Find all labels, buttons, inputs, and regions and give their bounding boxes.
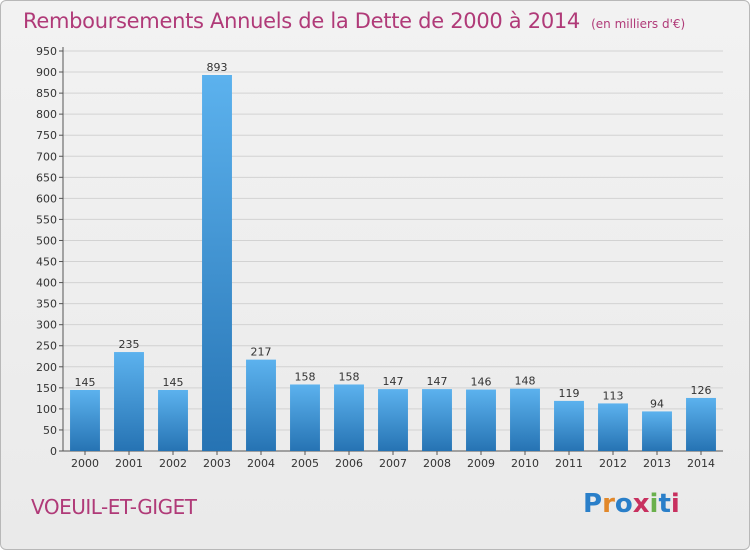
y-tick-label: 500 [36, 234, 57, 247]
logo-letter: i [649, 489, 659, 519]
x-tick-label: 2008 [423, 457, 451, 470]
logo-letter: x [632, 489, 650, 519]
proxiti-logo: Proxiti [583, 489, 680, 519]
y-tick-label: 450 [36, 256, 57, 269]
data-label: 113 [603, 389, 624, 402]
data-label: 126 [691, 384, 712, 397]
y-tick-label: 0 [50, 445, 57, 458]
bar [246, 359, 276, 451]
data-label: 158 [295, 370, 316, 383]
logo-letter: P [583, 489, 603, 519]
x-tick-label: 2013 [643, 457, 671, 470]
y-tick-label: 250 [36, 340, 57, 353]
x-tick-label: 2011 [555, 457, 583, 470]
bar [422, 389, 452, 451]
y-tick-label: 600 [36, 192, 57, 205]
logo-letter: o [614, 489, 633, 519]
y-tick-label: 100 [36, 403, 57, 416]
x-tick-label: 2004 [247, 457, 275, 470]
y-tick-label: 750 [36, 129, 57, 142]
data-label: 217 [251, 346, 272, 359]
bar [554, 400, 584, 451]
x-tick-label: 2000 [71, 457, 99, 470]
data-label: 148 [515, 375, 536, 388]
title-row: Remboursements Annuels de la Dette de 20… [23, 9, 685, 33]
data-label: 145 [163, 376, 184, 389]
x-tick-label: 2006 [335, 457, 363, 470]
bar [686, 397, 716, 451]
x-tick-label: 2007 [379, 457, 407, 470]
x-tick-label: 2005 [291, 457, 319, 470]
bar [158, 389, 188, 451]
bar [642, 411, 672, 451]
data-label: 158 [339, 370, 360, 383]
x-tick-label: 2014 [687, 457, 715, 470]
bar [510, 388, 540, 451]
logo-letter: t [658, 489, 671, 519]
x-tick-label: 2002 [159, 457, 187, 470]
y-tick-label: 950 [36, 45, 57, 58]
data-label: 147 [383, 375, 404, 388]
data-label: 147 [427, 375, 448, 388]
y-tick-label: 150 [36, 382, 57, 395]
y-tick-label: 200 [36, 361, 57, 374]
logo-letter: i [670, 489, 680, 519]
place-name: VOEUIL-ET-GIGET [31, 495, 197, 519]
bar [202, 75, 232, 451]
y-tick-label: 50 [43, 424, 57, 437]
bar [290, 384, 320, 451]
y-tick-label: 900 [36, 66, 57, 79]
bar [598, 403, 628, 451]
x-tick-label: 2010 [511, 457, 539, 470]
bar [466, 389, 496, 451]
bar [334, 384, 364, 451]
data-label: 145 [75, 376, 96, 389]
y-tick-label: 550 [36, 213, 57, 226]
data-label: 146 [471, 376, 492, 389]
data-label: 94 [650, 397, 664, 410]
data-label: 893 [207, 61, 228, 74]
chart-title: Remboursements Annuels de la Dette de 20… [23, 9, 580, 33]
x-tick-label: 2001 [115, 457, 143, 470]
y-tick-label: 800 [36, 108, 57, 121]
y-tick-label: 850 [36, 87, 57, 100]
bar [114, 352, 144, 451]
x-tick-label: 2009 [467, 457, 495, 470]
y-tick-label: 650 [36, 171, 57, 184]
y-tick-label: 350 [36, 298, 57, 311]
y-tick-label: 400 [36, 277, 57, 290]
data-label: 235 [119, 338, 140, 351]
x-tick-label: 2012 [599, 457, 627, 470]
bar [70, 389, 100, 451]
x-tick-label: 2003 [203, 457, 231, 470]
chart-subtitle: (en milliers d'€) [591, 17, 686, 31]
bar [378, 389, 408, 451]
data-label: 119 [559, 387, 580, 400]
y-tick-label: 700 [36, 150, 57, 163]
logo-letter: r [602, 489, 615, 519]
y-tick-label: 300 [36, 319, 57, 332]
